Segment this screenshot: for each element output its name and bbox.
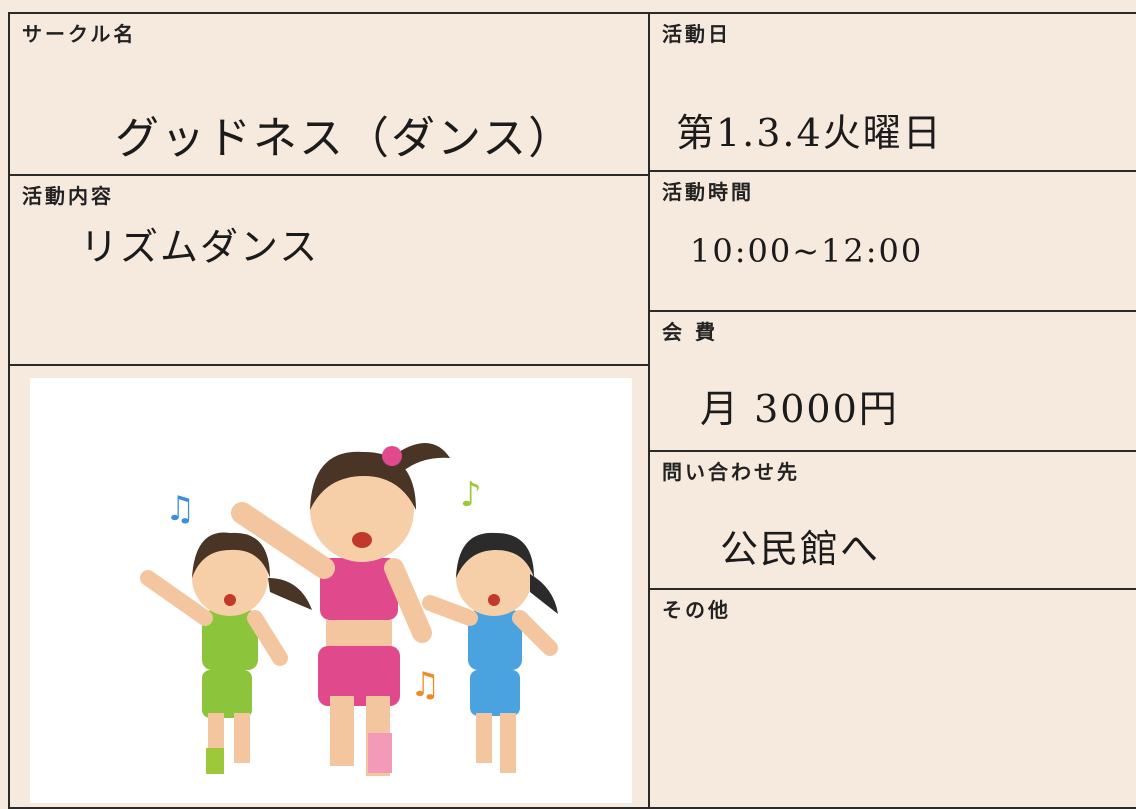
form-cell: 活動時間 10:00~12:00 [648,170,1136,312]
form-cell: 活動日 第1.3.4火曜日 [648,12,1136,172]
music-notes: ♫ ♪ ♫ [165,475,482,705]
field-value: 月 3000円 [700,387,899,431]
svg-text:♪: ♪ [460,475,482,515]
field-label: 会 費 [662,320,718,344]
form-cell: 会 費 月 3000円 [648,310,1136,452]
field-label: その他 [662,598,731,622]
form-cell: 問い合わせ先 公民館へ [648,450,1136,590]
form-cell: 活動内容 リズムダンス [8,174,650,366]
field-value: グッドネス（ダンス） [115,113,575,164]
field-value: 10:00~12:00 [690,232,924,270]
dancer-right [422,532,558,773]
dancer-center [231,443,450,776]
field-label: サークル名 [22,22,137,46]
field-value: 第1.3.4火曜日 [676,111,943,155]
field-label: 活動内容 [22,184,114,208]
field-value: リズムダンス [80,225,320,269]
field-label: 活動時間 [662,180,754,204]
form-cell: その他 [648,588,1136,809]
dancer-left [140,532,312,774]
svg-text:♫: ♫ [165,489,195,529]
svg-text:♫: ♫ [410,665,440,705]
dancers-illustration: ♫ ♪ ♫ [30,378,632,803]
field-label: 活動日 [662,22,731,46]
field-value: 公民館へ [720,527,881,571]
form-cell: サークル名 グッドネス（ダンス） [8,12,650,176]
field-label: 問い合わせ先 [662,460,800,484]
